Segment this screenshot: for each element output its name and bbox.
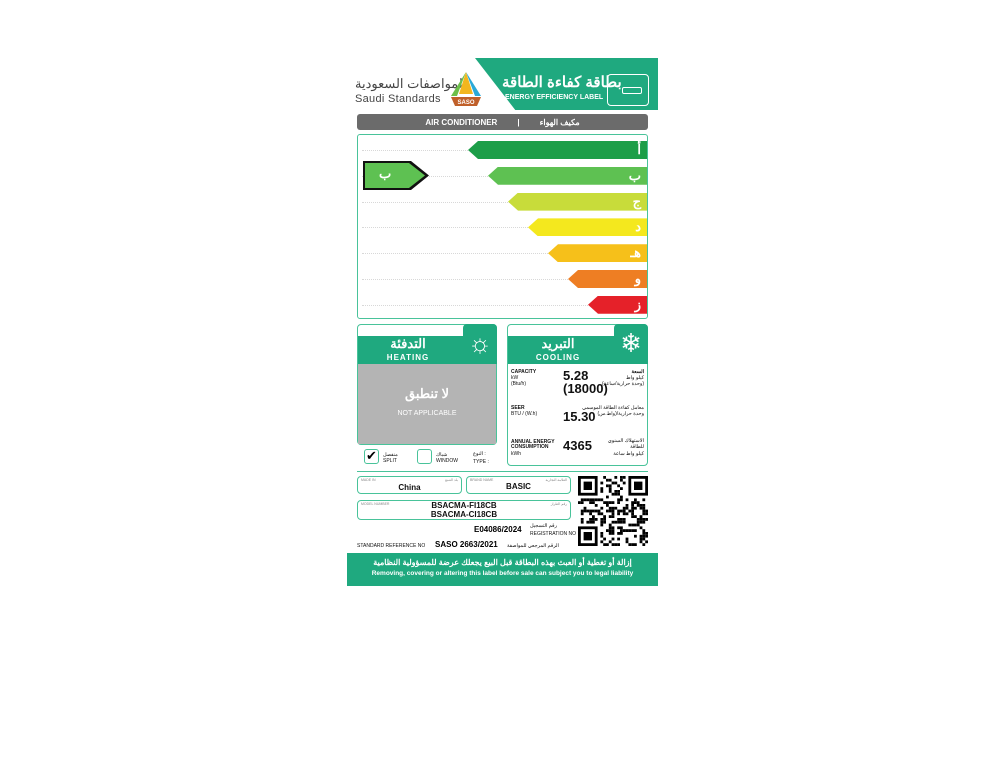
annual-label-ar2: للطاقة xyxy=(630,444,644,450)
product-bar: AIR CONDITIONER | مكيف الهواء xyxy=(357,114,648,130)
annual-label2: CONSUMPTION xyxy=(511,444,549,450)
sun-icon: ☼ xyxy=(463,324,497,364)
registration-label-ar: رقم التسجيل xyxy=(530,523,557,529)
model-1: BSACMA-FI18CB xyxy=(431,501,497,510)
cooling-panel: التبريد COOLING ❄ CAPACITY kW (Btu/h) 5.2… xyxy=(507,324,648,466)
registration-number: E04086/2024 xyxy=(474,525,522,534)
model-2: BSACMA-CI18CB xyxy=(430,510,498,519)
scale-guide xyxy=(362,279,572,280)
type-ar: النوع : xyxy=(473,451,486,457)
capacity-btu: (18000) xyxy=(563,381,608,396)
seer-value: 15.30 xyxy=(563,409,596,424)
annual-label-ar: الاستهلاك السنوي xyxy=(607,438,644,444)
window-checkbox xyxy=(417,449,432,464)
title-ar: بطاقة كفاءة الطاقة xyxy=(502,74,622,91)
standard-label-ar: الرقم المرجعي للمواصفة xyxy=(507,543,559,549)
made-in-label-ar: بلد الصنع xyxy=(445,478,458,482)
air-conditioner-icon xyxy=(607,74,649,106)
energy-label: المواصفات السعودية Saudi Standards SASO … xyxy=(347,58,658,586)
split-en: SPLIT xyxy=(383,458,397,464)
scale-guide xyxy=(362,227,532,229)
footer-ar: إزالة أو تغطية أو العبث بهذه البطاقة قبل… xyxy=(373,558,632,567)
seer-label-ar: معامل كفاءة الطاقة الموسمي xyxy=(582,405,644,411)
split-checkbox: ✔ xyxy=(364,449,379,464)
cooling-title-ar: التبريد xyxy=(541,336,575,351)
na-en: NOT APPLICABLE xyxy=(397,410,457,417)
svg-text:SASO: SASO xyxy=(457,100,474,106)
energy-class-bar: د xyxy=(528,218,647,237)
registration-label: REGISTRATION NO xyxy=(530,531,577,537)
heating-panel: التدفئة HEATING ☼ لا تنطبق NOT APPLICABLE xyxy=(357,324,497,445)
heating-title-en: HEATING xyxy=(386,353,430,362)
capacity-unit-ar: كيلو واط xyxy=(626,375,644,381)
saso-logo: SASO xyxy=(451,72,481,106)
separator: | xyxy=(517,117,520,127)
energy-class-bar: و xyxy=(568,270,647,288)
type-en: TYPE : xyxy=(473,459,489,465)
model-label: MODEL NUMBER xyxy=(361,502,390,506)
rating-indicator: ب xyxy=(363,161,429,190)
qr-code xyxy=(578,476,648,546)
energy-class-bar: هـ xyxy=(548,244,647,263)
annual-value: 4365 xyxy=(563,438,592,453)
energy-class-bar: ج xyxy=(508,192,647,211)
capacity-label-ar: السعة xyxy=(631,369,644,375)
not-applicable: لا تنطبق NOT APPLICABLE xyxy=(358,364,496,444)
scale-guide xyxy=(362,304,592,306)
split-ar: منفصل xyxy=(383,452,398,458)
seer-unit: BTU / (W.h) xyxy=(511,411,538,417)
footer-en: Removing, covering or altering this labe… xyxy=(371,570,634,577)
window-ar: شباك xyxy=(436,452,448,458)
legal-footer: إزالة أو تغطية أو العبث بهذه البطاقة قبل… xyxy=(347,553,658,586)
capacity-unit-ar2: (وحدة حرارية/ساعة) xyxy=(602,381,644,387)
snowflake-icon: ❄ xyxy=(614,324,648,364)
made-in-value: China xyxy=(398,483,421,492)
model-box: MODEL NUMBER رقم الطراز BSACMA-FI18CB BS… xyxy=(357,500,571,520)
energy-class-bar: أ xyxy=(468,141,647,159)
seer-unit-ar: وحدة حرارية/(واط.س) xyxy=(597,411,644,417)
capacity-unit: kW xyxy=(511,375,519,381)
annual-unit: kWh xyxy=(511,451,521,457)
window-en: WINDOW xyxy=(436,458,458,464)
rating-label: ب xyxy=(365,163,425,188)
scale-guide xyxy=(362,201,512,203)
annual-unit-ar: كيلو واط ساعة xyxy=(613,451,644,457)
cooling-title-en: COOLING xyxy=(535,353,581,362)
capacity-unit2: (Btu/h) xyxy=(511,381,527,387)
org-name-en: Saudi Standards xyxy=(355,93,441,105)
product-en: AIR CONDITIONER xyxy=(425,117,498,127)
brand-label: BRAND NAME xyxy=(470,478,494,482)
capacity-kw: 5.28 xyxy=(563,368,589,383)
divider xyxy=(357,471,648,472)
model-label-ar: رقم الطراز xyxy=(550,502,567,506)
efficiency-scale: أ ب ج د هـ و ز ب xyxy=(357,134,648,319)
scale-guide xyxy=(362,253,552,255)
standard-label: STANDARD REFERENCE NO xyxy=(357,543,426,549)
energy-class-bar: ب xyxy=(488,166,647,185)
product-ar: مكيف الهواء xyxy=(539,117,580,127)
scale-guide xyxy=(362,150,472,151)
heating-title-ar: التدفئة xyxy=(390,336,426,351)
capacity-label: CAPACITY xyxy=(511,369,537,375)
brand-box: BRAND NAME العلامة التجارية BASIC xyxy=(466,476,571,494)
made-in-label: MADE IN xyxy=(361,478,376,482)
brand-value: BASIC xyxy=(506,482,531,491)
brand-label-ar: العلامة التجارية xyxy=(545,478,567,482)
org-name-ar: المواصفات السعودية xyxy=(355,76,467,91)
seer-label: SEER xyxy=(511,405,525,411)
na-ar: لا تنطبق xyxy=(405,386,449,401)
title-en: ENERGY EFFICIENCY LABEL xyxy=(505,94,604,101)
energy-class-bar: ز xyxy=(588,295,647,314)
made-in-box: MADE IN بلد الصنع China xyxy=(357,476,462,494)
annual-label: ANNUAL ENERGY xyxy=(511,439,555,445)
standard-value: SASO 2663/2021 xyxy=(435,540,498,549)
